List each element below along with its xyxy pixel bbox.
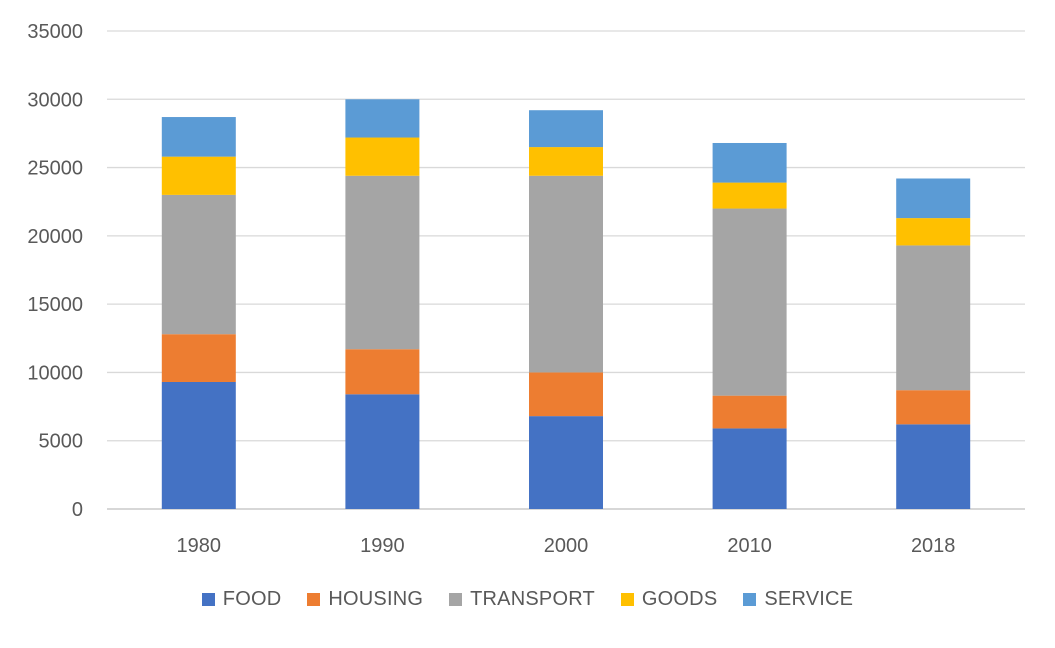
y-tick-label: 35000: [27, 21, 83, 43]
legend-label: TRANSPORT: [470, 588, 595, 610]
bar-service-2000: [529, 110, 603, 148]
legend: FOOD HOUSING TRANSPORT GOODS SERVICE: [0, 588, 1055, 611]
x-tick-label: 2018: [911, 535, 956, 557]
bar-housing-2010: [712, 395, 787, 429]
y-tick-label: 15000: [27, 294, 83, 316]
bar-food-2000: [529, 416, 603, 509]
x-tick-label: 2000: [544, 535, 589, 557]
legend-item-transport: TRANSPORT: [449, 588, 595, 611]
y-tick-label: 20000: [27, 226, 83, 248]
legend-swatch: [743, 593, 757, 606]
bar-service-2018: [896, 178, 971, 219]
legend-item-housing: HOUSING: [307, 588, 423, 611]
bar-food-1990: [345, 394, 420, 509]
legend-label: GOODS: [641, 588, 718, 610]
y-tick-label: 30000: [27, 89, 83, 111]
bar-housing-1980: [161, 334, 236, 382]
bar-transport-1980: [161, 194, 236, 335]
bar-food-2010: [712, 428, 787, 509]
legend-label: FOOD: [222, 588, 282, 610]
y-tick-label: 5000: [39, 431, 84, 453]
x-tick-label: 1980: [177, 535, 222, 557]
bar-goods-2000: [529, 147, 603, 176]
legend-swatch: [449, 593, 463, 606]
x-tick-label: 2010: [727, 535, 772, 557]
legend-swatch: [620, 593, 634, 606]
bar-goods-1990: [345, 137, 420, 176]
y-tick-label: 10000: [27, 362, 83, 384]
y-axis-tick-labels: 0 5000 10000 15000 20000 25000 30000 35000: [27, 21, 83, 521]
legend-swatch: [201, 593, 215, 606]
bars: [161, 99, 971, 509]
bar-transport-2010: [712, 208, 787, 396]
bar-transport-2018: [896, 245, 971, 391]
y-tick-label: 0: [72, 499, 83, 521]
bar-service-2010: [712, 142, 787, 183]
bar-transport-1990: [345, 175, 420, 350]
bar-goods-2018: [896, 218, 971, 246]
bar-housing-2000: [529, 372, 603, 417]
bar-service-1990: [345, 99, 420, 138]
bar-transport-2000: [529, 175, 603, 373]
legend-label: HOUSING: [328, 588, 424, 610]
legend-item-food: FOOD: [201, 588, 282, 611]
legend-swatch: [307, 593, 321, 606]
bar-food-1980: [161, 381, 236, 509]
bar-service-1980: [161, 117, 236, 157]
y-tick-label: 25000: [27, 158, 83, 180]
x-axis-tick-labels: 1980 1990 2000 2010 2018: [177, 535, 956, 557]
bar-housing-2018: [896, 390, 971, 425]
legend-item-goods: GOODS: [620, 588, 718, 611]
legend-label: SERVICE: [764, 588, 854, 610]
bar-food-2018: [896, 424, 971, 509]
legend-item-service: SERVICE: [743, 588, 853, 611]
bar-goods-1980: [161, 156, 236, 195]
bar-housing-1990: [345, 349, 420, 395]
x-tick-label: 1990: [360, 535, 405, 557]
bar-goods-2010: [712, 182, 787, 209]
